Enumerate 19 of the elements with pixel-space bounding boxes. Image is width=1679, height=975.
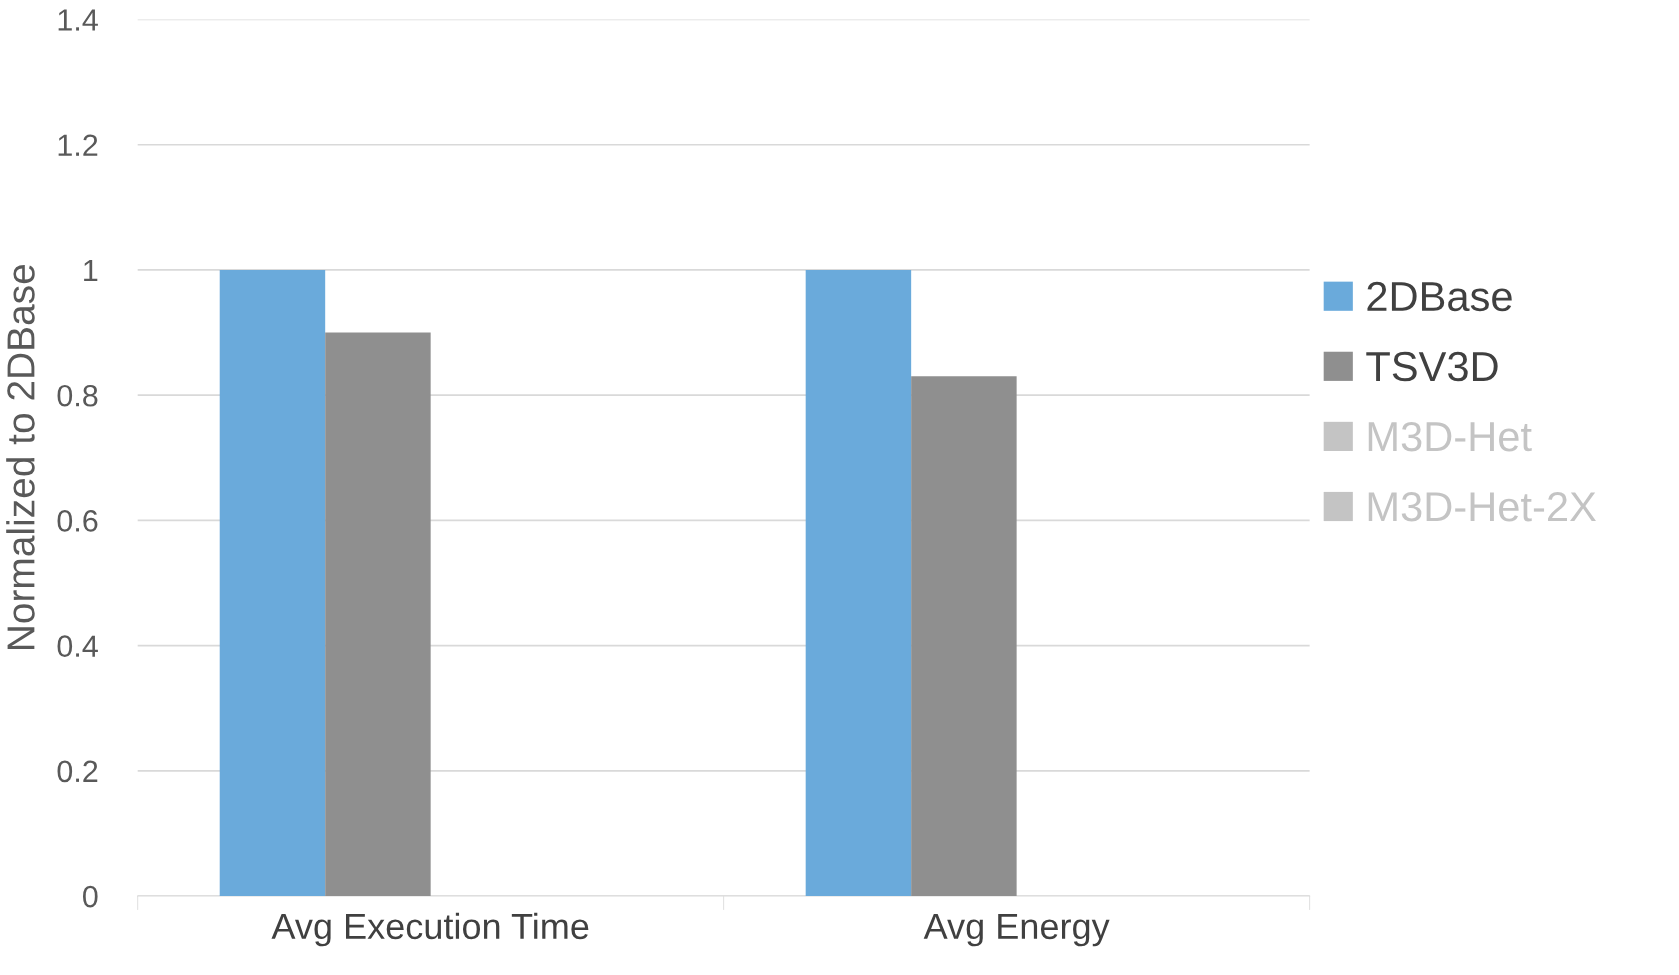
x-tick-label: Avg Energy	[923, 914, 1110, 947]
y-tick-label: 1	[84, 259, 98, 282]
legend-label: M3D-Het-2X	[1368, 491, 1596, 522]
y-tick-label: 1.4	[58, 9, 98, 31]
y-axis-title: Normalized to 2DBase	[6, 264, 35, 650]
bar	[219, 269, 326, 897]
y-tick-label: 0.6	[57, 510, 98, 532]
bar	[325, 332, 431, 897]
y-tick-label: 0.4	[57, 635, 98, 657]
y-tick-label: 0	[82, 885, 98, 908]
x-tick-label: Avg Execution Time	[271, 912, 589, 947]
legend-label: M3D-Het	[1368, 421, 1532, 452]
y-tick-label: 0.2	[57, 760, 98, 783]
bar	[911, 376, 1017, 897]
legend-label: 2DBase	[1367, 281, 1512, 312]
legend-label: TSV3D	[1366, 351, 1498, 382]
y-tick-label: 1.2	[58, 134, 98, 156]
bar	[805, 269, 912, 897]
y-tick-label: 0.8	[57, 384, 98, 407]
